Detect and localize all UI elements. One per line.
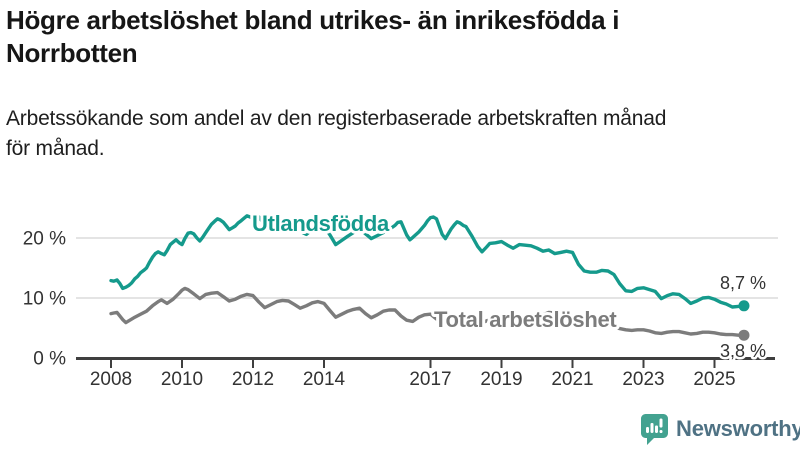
x-tick-label-2025: 2025 [693, 369, 735, 390]
x-tick-label-2014: 2014 [303, 369, 346, 390]
y-axis-label-0: 0 % [33, 349, 66, 370]
utlandsf-dda-end-dot [738, 300, 750, 312]
utlandsf-dda-line [109, 214, 746, 309]
series-labels: 0 % 10 % 20 % Total arbetslöshet 3,8 % Utland… [23, 208, 769, 370]
x-tick-label-2019: 2019 [480, 369, 522, 390]
utlandsf-dda-series-label: Utlandsfödda [252, 211, 390, 236]
utlandsf-dda-end-value-label: 8,7 % [720, 273, 766, 293]
subtitle-line-2: för månad. [6, 137, 105, 160]
x-tick-label-2008: 2008 [90, 369, 132, 390]
chart-subtitle: Arbetssökande som andel av den registerb… [6, 104, 794, 164]
title-line-1: Högre arbetslöshet bland utrikes- än inr… [6, 5, 620, 35]
total-arbetsl-shet-end-dot [738, 329, 750, 341]
y-axis-label-10: 10 % [23, 289, 66, 310]
subtitle-line-1: Arbetssökande som andel av den registerb… [6, 107, 667, 130]
x-tick-label-2017: 2017 [409, 369, 451, 390]
total-arbetsl-shet-series-label: Total arbetslöshet [434, 307, 617, 332]
total-arbetsl-shet-end-value-label: 3,8 % [720, 341, 766, 361]
page-title: Högre arbetslöshet bland utrikes- än inr… [6, 4, 794, 70]
x-tick-label-2021: 2021 [551, 369, 593, 390]
newsworthy-brand[interactable]: Newsworthy [640, 412, 800, 446]
x-tick-label-2012: 2012 [232, 369, 274, 390]
total-arbetsl-shet-line [109, 286, 746, 337]
x-tick-label-2010: 2010 [161, 369, 203, 390]
newsworthy-brand-text: Newsworthy [676, 416, 800, 441]
x-tick-label-2023: 2023 [622, 369, 664, 390]
series-lines [109, 214, 750, 341]
newsworthy-logo-icon [641, 413, 668, 445]
x-axis: 2008 2010 2012 2014 2017 2019 2021 2023 2025 [76, 357, 775, 390]
title-line-2: Norrbotten [6, 38, 138, 68]
y-axis-label-20: 20 % [23, 229, 66, 250]
